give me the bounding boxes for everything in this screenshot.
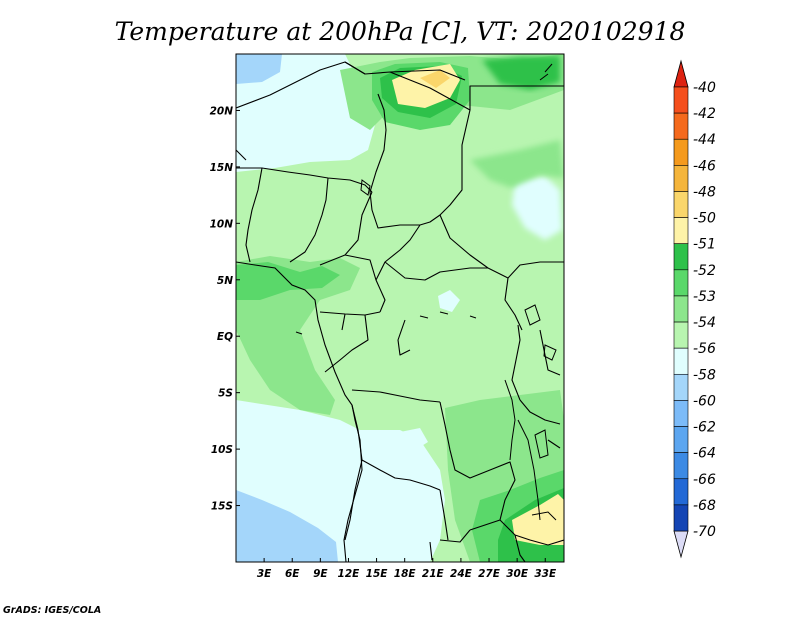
pale-region-north — [236, 54, 375, 172]
lon-tick-label: 12E — [338, 568, 361, 580]
colorbar-label: -40 — [693, 80, 716, 96]
colorbar-label: -42 — [693, 106, 716, 122]
blue-region-southwest — [236, 490, 338, 562]
colorbar-top-cap — [673, 59, 689, 88]
colorbar-label: -53 — [693, 289, 716, 305]
colorbar-swatch — [673, 347, 689, 375]
colorbar: -40 -42 -44 -46 -48 -50 -51 -52 -53 -54 -56 -58 -60 -… — [673, 59, 716, 559]
colorbar-label: -51 — [693, 237, 716, 253]
colorbar-swatch — [673, 504, 689, 532]
credit-text: GrADS: IGES/COLA — [3, 605, 101, 616]
colorbar-label: -66 — [693, 472, 716, 488]
lat-tick-label: 15S — [211, 501, 233, 513]
lon-tick-label: 18E — [394, 568, 417, 580]
longitude-axis: 3E 6E 9E 12E 15E 18E 21E 24E 27E 30E 33E — [257, 558, 557, 580]
colorbar-swatch — [673, 373, 689, 401]
colorbar-swatch — [673, 138, 689, 166]
lon-tick-label: 9E — [313, 568, 328, 580]
colorbar-label: -50 — [693, 211, 716, 227]
lat-tick-label: 5S — [218, 388, 233, 400]
lat-tick-label: 5N — [217, 275, 233, 287]
colorbar-label: -68 — [693, 498, 716, 514]
colorbar-label: -58 — [693, 367, 716, 383]
colorbar-swatch — [673, 295, 689, 323]
pale-patch-central — [438, 290, 460, 312]
lon-tick-label: 6E — [285, 568, 300, 580]
colorbar-label: -64 — [693, 446, 716, 462]
colorbar-swatch — [673, 112, 689, 140]
lon-tick-label: 3E — [257, 568, 272, 580]
colorbar-swatch — [673, 478, 689, 506]
lon-tick-label: 30E — [506, 568, 529, 580]
lakes — [295, 63, 557, 521]
colorbar-label: -48 — [693, 184, 716, 200]
pale-region-northeast — [512, 176, 562, 240]
green-band-east — [470, 140, 564, 188]
lon-tick-label: 21E — [422, 568, 445, 580]
latitude-axis: 20N 15N 10N 5N EQ 5S 10S 15S — [210, 105, 240, 513]
colorbar-label: -56 — [693, 341, 716, 357]
lat-tick-label: 15N — [210, 162, 234, 174]
green-northeast-strip — [482, 56, 560, 90]
blue-region-northwest — [236, 54, 282, 84]
colorbar-swatch — [673, 191, 689, 218]
coastline — [236, 61, 366, 562]
colorbar-swatch — [673, 426, 689, 453]
lat-tick-label: 20N — [210, 105, 234, 117]
colorbar-label: -44 — [693, 132, 716, 148]
yellow-patch-south — [512, 494, 564, 545]
pale-patch-south — [400, 428, 428, 452]
colorbar-swatch — [673, 321, 689, 349]
colorbar-swatch — [673, 243, 689, 271]
colorbar-label: -54 — [693, 315, 716, 331]
lon-tick-label: 24E — [450, 568, 473, 580]
orange-patch-north — [420, 70, 450, 88]
colorbar-swatch — [673, 165, 689, 192]
lon-tick-label: 33E — [534, 568, 557, 580]
colorbar-label: -70 — [693, 524, 716, 540]
colorbar-swatch — [673, 400, 689, 427]
lat-tick-label: 10N — [210, 218, 234, 230]
colorbar-swatch — [673, 269, 689, 297]
colorbar-label: -60 — [693, 393, 716, 409]
colorbar-bottom-cap — [673, 530, 689, 559]
lon-tick-label: 15E — [366, 568, 389, 580]
lat-tick-label: EQ — [217, 331, 233, 343]
colorbar-label: -62 — [693, 420, 716, 436]
lat-tick-label: 10S — [211, 444, 233, 456]
colorbar-label: -52 — [693, 263, 716, 279]
temperature-field — [236, 54, 564, 562]
map-title: Temperature at 200hPa [C], VT: 202010291… — [115, 17, 686, 46]
lon-tick-label: 27E — [478, 568, 501, 580]
colorbar-swatch — [673, 86, 689, 114]
colorbar-swatch — [673, 217, 689, 245]
colorbar-swatch — [673, 452, 689, 480]
map-frame — [235, 53, 565, 563]
colorbar-label: -46 — [693, 158, 716, 174]
